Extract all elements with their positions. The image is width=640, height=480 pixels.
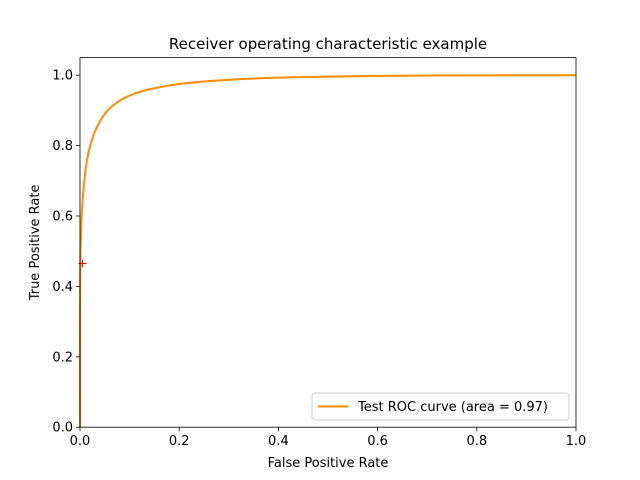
legend: Test ROC curve (area = 0.97) (311, 392, 570, 421)
legend-box (311, 392, 570, 421)
plot-area (80, 57, 576, 428)
y-axis-ticks: 0.0 0.2 0.4 0.6 0.8 1.0 (52, 69, 80, 436)
y-tick-label: 0.8 (52, 139, 73, 154)
x-tick-label: 0.4 (268, 434, 289, 449)
y-tick-label: 0.0 (52, 421, 73, 436)
x-tick-label: 0.8 (466, 434, 487, 449)
x-tick-label: 1.0 (566, 434, 587, 449)
y-tick-label: 1.0 (52, 69, 73, 84)
x-tick-label: 0.6 (367, 434, 388, 449)
y-tick-label: 0.4 (52, 280, 73, 295)
legend-label: Test ROC curve (area = 0.97) (357, 400, 548, 415)
x-tick-label: 0.2 (169, 434, 190, 449)
curve-layer (78, 74, 576, 428)
chart-title: Receiver operating characteristic exampl… (169, 35, 487, 53)
roc-curve-line (78, 74, 576, 428)
x-tick-label: 0.0 (70, 434, 91, 449)
y-tick-label: 0.2 (52, 350, 73, 365)
x-axis-ticks: 0.0 0.2 0.4 0.6 0.8 1.0 (70, 427, 587, 449)
y-tick-label: 0.6 (52, 210, 73, 225)
plot-frame (79, 57, 577, 428)
x-axis-label: False Positive Rate (268, 456, 389, 471)
y-axis-label: True Positive Rate (28, 184, 43, 301)
